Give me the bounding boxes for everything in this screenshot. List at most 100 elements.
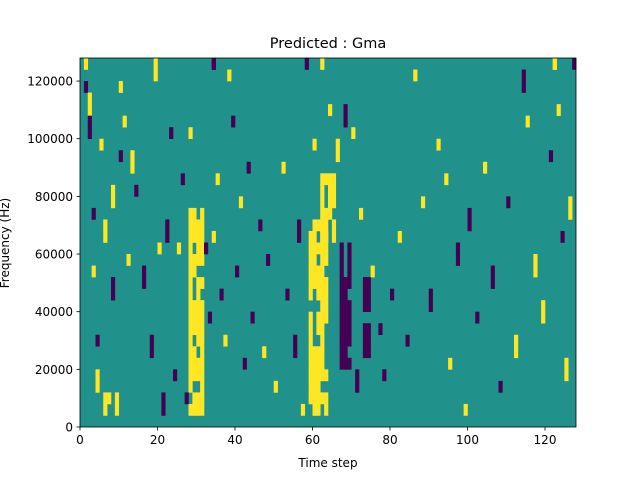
heatmap-cell-high: [188, 334, 193, 347]
heatmap-cell-low: [180, 173, 185, 186]
heatmap-cell-high: [316, 277, 321, 289]
heatmap-cell-high: [308, 392, 313, 405]
heatmap-cell-low: [149, 334, 154, 347]
heatmap-cell-high: [312, 254, 317, 266]
heatmap-cell-low: [521, 69, 526, 82]
heatmap-cell-low: [165, 230, 170, 243]
heatmap-cell-low: [490, 265, 495, 278]
heatmap-cell-low: [560, 230, 565, 243]
heatmap-cell-high: [200, 242, 205, 255]
heatmap-cell-low: [366, 300, 371, 312]
heatmap-cell-high: [316, 265, 321, 278]
heatmap-cell-high: [564, 357, 569, 370]
heatmap-cell-low: [142, 277, 147, 289]
heatmap-cell-high: [196, 254, 201, 266]
heatmap-cell-high: [200, 300, 205, 312]
heatmap-cell-high: [308, 288, 313, 301]
heatmap-cell-low: [339, 334, 344, 347]
heatmap-cell-low: [355, 380, 360, 393]
heatmap-cell-high: [564, 369, 569, 382]
x-tick-label: 120: [534, 433, 557, 447]
heatmap-cell-high: [328, 173, 333, 186]
heatmap-cell-high: [176, 242, 182, 255]
heatmap-cell-high: [153, 69, 158, 82]
heatmap-cell-high: [91, 265, 96, 278]
y-tick-label: 60000: [35, 248, 73, 262]
heatmap-cell-high: [188, 254, 193, 266]
heatmap-cell-high: [192, 357, 197, 370]
heatmap-cell-low: [169, 127, 174, 140]
heatmap-cell-low: [165, 219, 170, 232]
heatmap-cell-high: [188, 403, 193, 416]
heatmap-cell-high: [413, 69, 418, 82]
heatmap-cell-high: [192, 207, 197, 220]
x-axis-label: Time step: [297, 456, 357, 470]
heatmap-cell-high: [200, 230, 205, 243]
heatmap-cell-low: [339, 300, 344, 312]
heatmap-cell-high: [444, 173, 449, 186]
heatmap-cell-low: [362, 346, 368, 359]
heatmap-cell-low: [293, 346, 298, 359]
heatmap-cell-high: [308, 369, 313, 382]
heatmap-cell-low: [347, 300, 352, 312]
heatmap-cell-high: [324, 300, 329, 312]
heatmap-cell-high: [87, 104, 92, 116]
heatmap-cell-high: [223, 334, 228, 347]
heatmap-cell-high: [320, 323, 325, 336]
heatmap-cell-high: [351, 127, 356, 140]
x-tick-label: 40: [227, 433, 242, 447]
heatmap-cell-high: [192, 403, 197, 416]
heatmap-cell-high: [192, 369, 197, 382]
heatmap-cell-high: [324, 288, 329, 301]
heatmap-cell-high: [320, 184, 325, 197]
heatmap-cell-high: [320, 265, 325, 278]
heatmap-cell-high: [95, 380, 100, 393]
heatmap-cell-low: [366, 323, 371, 336]
heatmap-cell-high: [87, 92, 92, 105]
heatmap-cell-high: [107, 392, 112, 405]
heatmap-cell-high: [192, 265, 197, 278]
heatmap-cell-high: [188, 219, 193, 232]
heatmap-cell-low: [111, 277, 116, 289]
heatmap-cell-high: [95, 369, 100, 382]
heatmap-cell-high: [312, 277, 317, 289]
heatmap-cell-high: [196, 334, 201, 347]
heatmap-cell-high: [316, 346, 321, 359]
heatmap-cell-low: [95, 334, 100, 347]
heatmap-cell-high: [312, 138, 317, 151]
heatmap-cell-low: [362, 277, 368, 289]
heatmap-cell-low: [475, 311, 480, 324]
heatmap-cell-high: [324, 219, 329, 232]
heatmap-cell-low: [405, 334, 410, 347]
heatmap-cell-high: [262, 346, 267, 359]
heatmap-cell-low: [455, 242, 461, 255]
heatmap-cell-low: [347, 357, 352, 370]
heatmap-cell-low: [339, 288, 344, 301]
heatmap-cell-high: [114, 392, 120, 405]
heatmap-cell-high: [448, 357, 453, 370]
heatmap-cell-high: [312, 346, 317, 359]
heatmap-cell-high: [320, 207, 325, 220]
heatmap-cell-high: [188, 369, 193, 382]
heatmap-cell-high: [215, 173, 220, 186]
heatmap-cell-high: [200, 277, 205, 289]
heatmap-cell-high: [568, 196, 573, 209]
heatmap-cell-high: [111, 196, 116, 209]
heatmap-cell-high: [308, 323, 313, 336]
heatmap-cell-high: [188, 242, 193, 255]
heatmap-cell-high: [192, 254, 197, 266]
heatmap-cell-high: [320, 242, 325, 255]
heatmap-cell-low: [266, 254, 271, 266]
heatmap-cell-high: [525, 115, 530, 128]
heatmap-cell-low: [362, 323, 368, 336]
heatmap-cell-low: [293, 334, 298, 347]
heatmap-cell-high: [308, 334, 313, 347]
heatmap-cell-low: [339, 311, 344, 324]
heatmap-cell-high: [331, 196, 337, 209]
heatmap-cell-low: [343, 323, 348, 336]
heatmap-cell-high: [200, 380, 205, 393]
heatmap-cell-high: [320, 392, 325, 405]
heatmap-cell-low: [343, 104, 348, 116]
heatmap-cell-high: [188, 311, 193, 324]
